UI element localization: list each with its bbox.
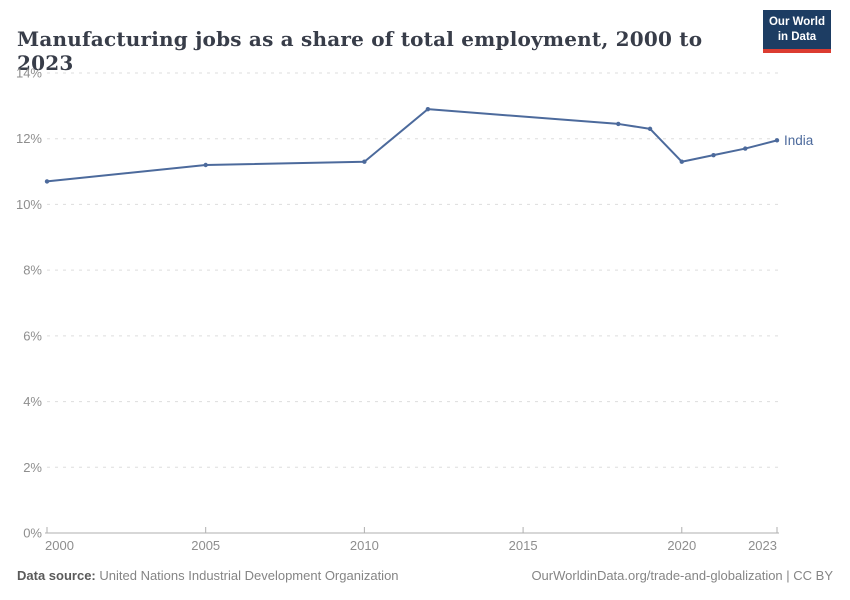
data-point-marker[interactable] [203,162,208,168]
y-tick-label: 14% [16,66,42,81]
data-point-marker[interactable] [743,146,748,151]
owid-logo-line1: Our World [768,16,825,28]
data-point-marker[interactable] [711,152,716,158]
data-point-marker[interactable] [679,159,684,164]
data-point-marker[interactable] [44,179,50,184]
y-tick-label: 0% [23,526,42,541]
series-label-india[interactable]: India [784,133,814,148]
data-point-marker[interactable] [774,138,780,143]
data-source-note: Data source: United Nations Industrial D… [17,568,399,583]
x-tick-label: 2000 [45,538,74,553]
y-tick-label: 10% [16,197,42,212]
data-source-label: Data source: [17,568,96,583]
y-tick-label: 6% [23,328,42,343]
y-tick-label: 12% [16,131,42,146]
owid-logo[interactable]: Our World in Data [763,10,831,53]
x-tick-label: 2005 [191,538,220,553]
y-tick-label: 8% [23,263,42,278]
x-tick-label: 2010 [350,538,379,553]
y-tick-label: 4% [23,394,42,409]
y-tick-label: 2% [23,460,42,475]
page-title: Manufacturing jobs as a share of total e… [17,27,703,76]
data-point-marker[interactable] [362,159,367,164]
owid-logo-line2: in Data [777,30,817,43]
data-point-marker[interactable] [425,106,431,112]
data-point-marker[interactable] [616,121,621,127]
x-tick-label: 2023 [748,538,777,553]
license-link[interactable]: OurWorldinData.org/trade-and-globalizati… [531,568,833,583]
india-line[interactable] [46,108,778,183]
data-source-value: United Nations Industrial Development Or… [99,568,399,583]
chart-footer: Data source: United Nations Industrial D… [17,568,833,583]
x-tick-label: 2020 [667,538,696,553]
data-point-marker[interactable] [647,126,653,132]
x-tick-label: 2015 [509,538,538,553]
